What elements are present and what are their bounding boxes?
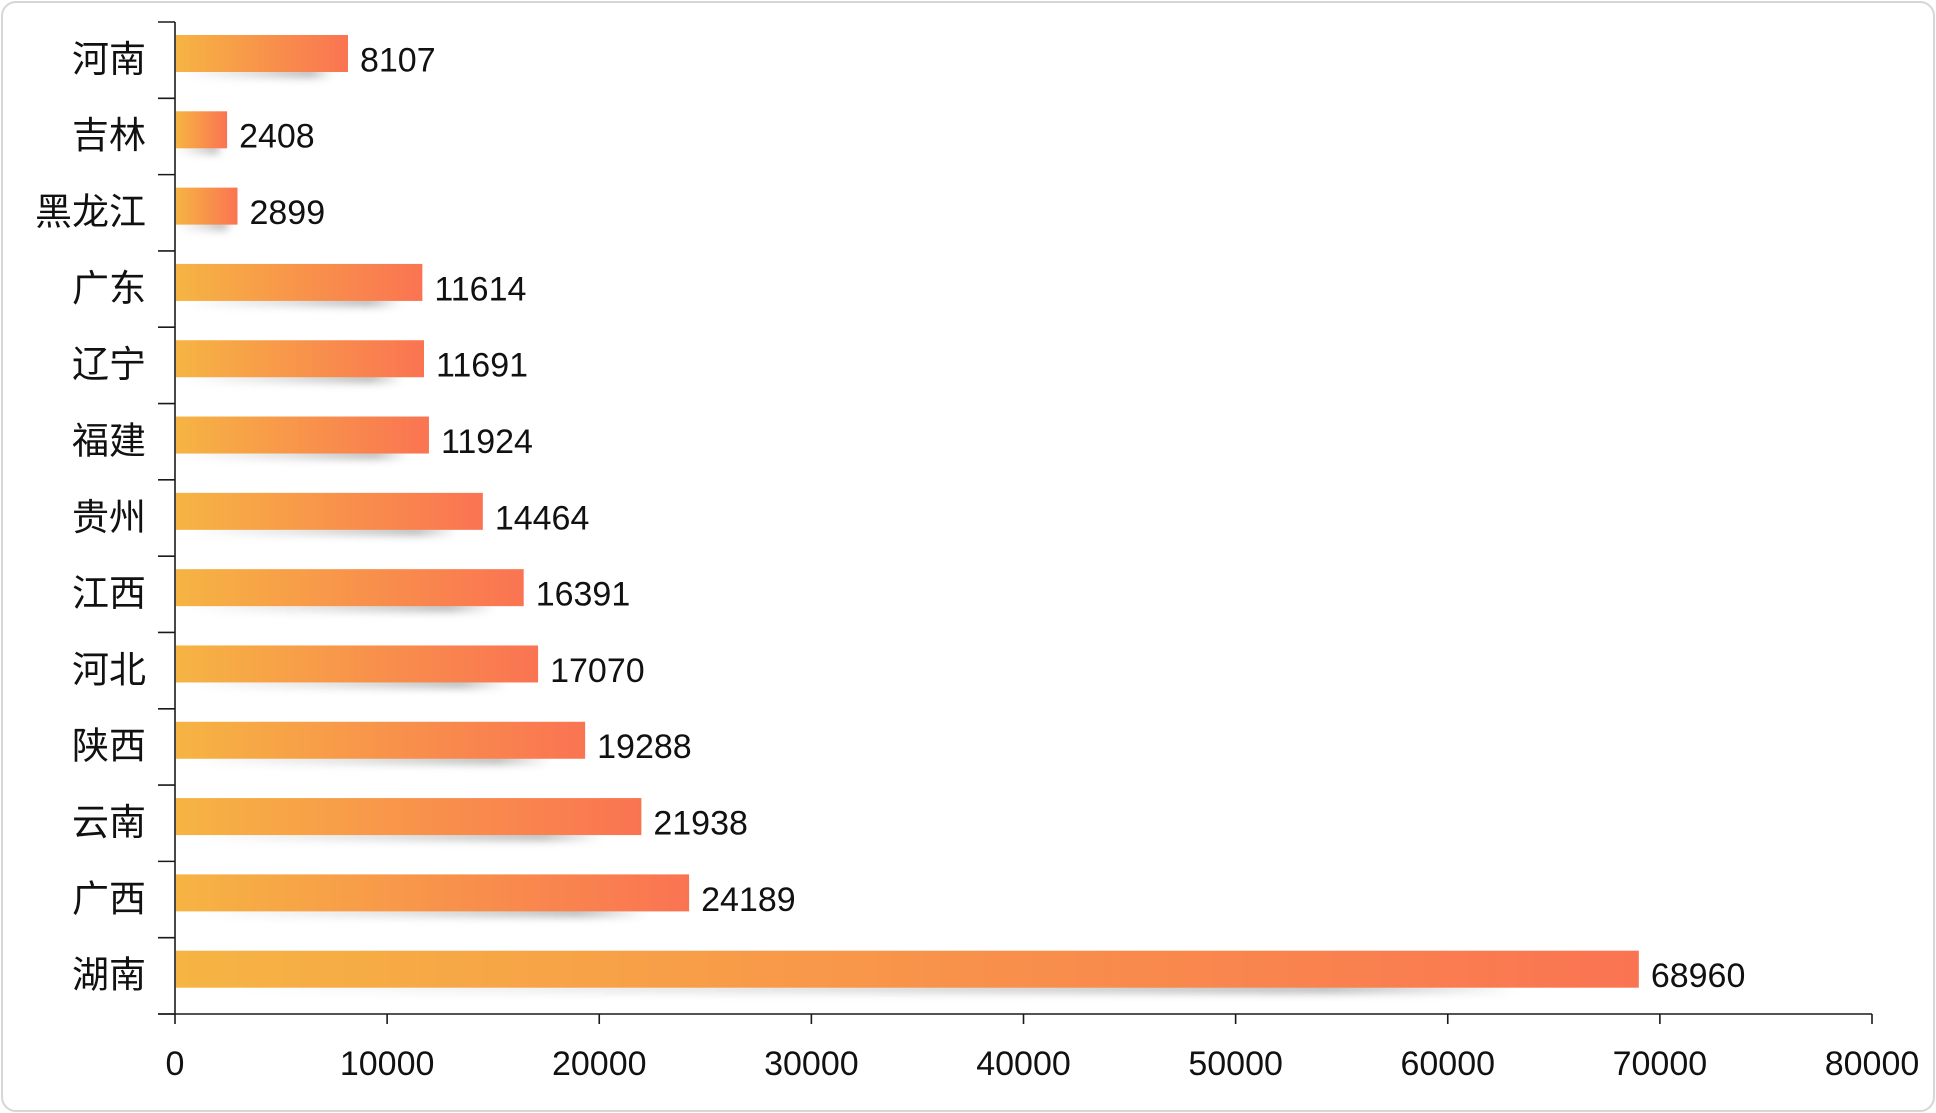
category-label: 黑龙江 [35, 192, 146, 233]
bar-shadow [187, 524, 458, 536]
category-label: 湖南 [72, 955, 146, 996]
bar [176, 645, 539, 683]
data-label: 2408 [239, 118, 315, 156]
x-tick-label: 20000 [552, 1045, 647, 1083]
bar [176, 35, 348, 72]
bar [176, 798, 642, 836]
category-label: 辽宁 [72, 344, 146, 385]
bar-shadow [233, 982, 1521, 994]
data-label: 16391 [536, 576, 631, 614]
bar-shadow [189, 677, 509, 689]
bar [176, 111, 228, 149]
bar [176, 950, 1639, 988]
x-tick-label: 60000 [1400, 1045, 1495, 1083]
axes [158, 21, 1873, 1024]
bar-shadow [181, 67, 334, 78]
labels: 河南 8107 吉林 2408 黑龙江 2899 广东 11614 辽宁 11691 福建 11924… [35, 39, 1919, 1083]
category-label: 河北 [72, 649, 146, 690]
x-tick-label: 80000 [1825, 1045, 1920, 1083]
bar-shadow [177, 219, 232, 231]
bar-shadow [193, 830, 604, 842]
bar [176, 874, 690, 912]
category-label: 吉林 [72, 115, 146, 156]
bar [176, 340, 424, 378]
data-label: 11924 [441, 423, 533, 461]
x-tick-label: 30000 [764, 1045, 859, 1083]
bar [176, 721, 586, 759]
category-label: 陕西 [72, 726, 146, 767]
category-label: 江西 [72, 573, 146, 614]
bar-shadow [185, 448, 408, 460]
x-tick-label: 0 [166, 1045, 185, 1083]
data-label: 21938 [653, 805, 748, 843]
x-tick-label: 40000 [976, 1045, 1071, 1083]
x-tick-label: 50000 [1188, 1045, 1283, 1083]
data-label: 19288 [597, 728, 692, 766]
data-label: 11691 [436, 347, 528, 385]
bar-shadow [177, 143, 222, 155]
x-tick-label: 70000 [1613, 1045, 1708, 1083]
category-label: 贵州 [72, 497, 146, 538]
data-label: 68960 [1651, 957, 1746, 995]
bar [176, 569, 524, 607]
category-label: 河南 [72, 39, 146, 80]
bar-shadow [195, 906, 648, 918]
bar-shadow [184, 295, 402, 307]
data-label: 17070 [550, 652, 645, 690]
bar [176, 416, 429, 454]
bar [176, 492, 483, 530]
data-label: 11614 [434, 270, 526, 308]
bar [176, 263, 423, 301]
data-label: 8107 [360, 41, 436, 79]
bar [176, 187, 238, 225]
data-label: 24189 [701, 881, 796, 919]
category-label: 广东 [72, 268, 146, 309]
bar-shadow [184, 372, 404, 384]
bars [176, 35, 1639, 988]
data-label: 2899 [249, 194, 325, 232]
category-label: 福建 [72, 420, 146, 461]
bar-shadow [191, 753, 552, 765]
bar-shadows [177, 67, 1521, 994]
data-label: 14464 [495, 499, 590, 537]
x-tick-label: 10000 [340, 1045, 435, 1083]
category-label: 广西 [72, 878, 146, 919]
category-label: 云南 [72, 802, 146, 843]
bar-shadow [188, 601, 495, 613]
